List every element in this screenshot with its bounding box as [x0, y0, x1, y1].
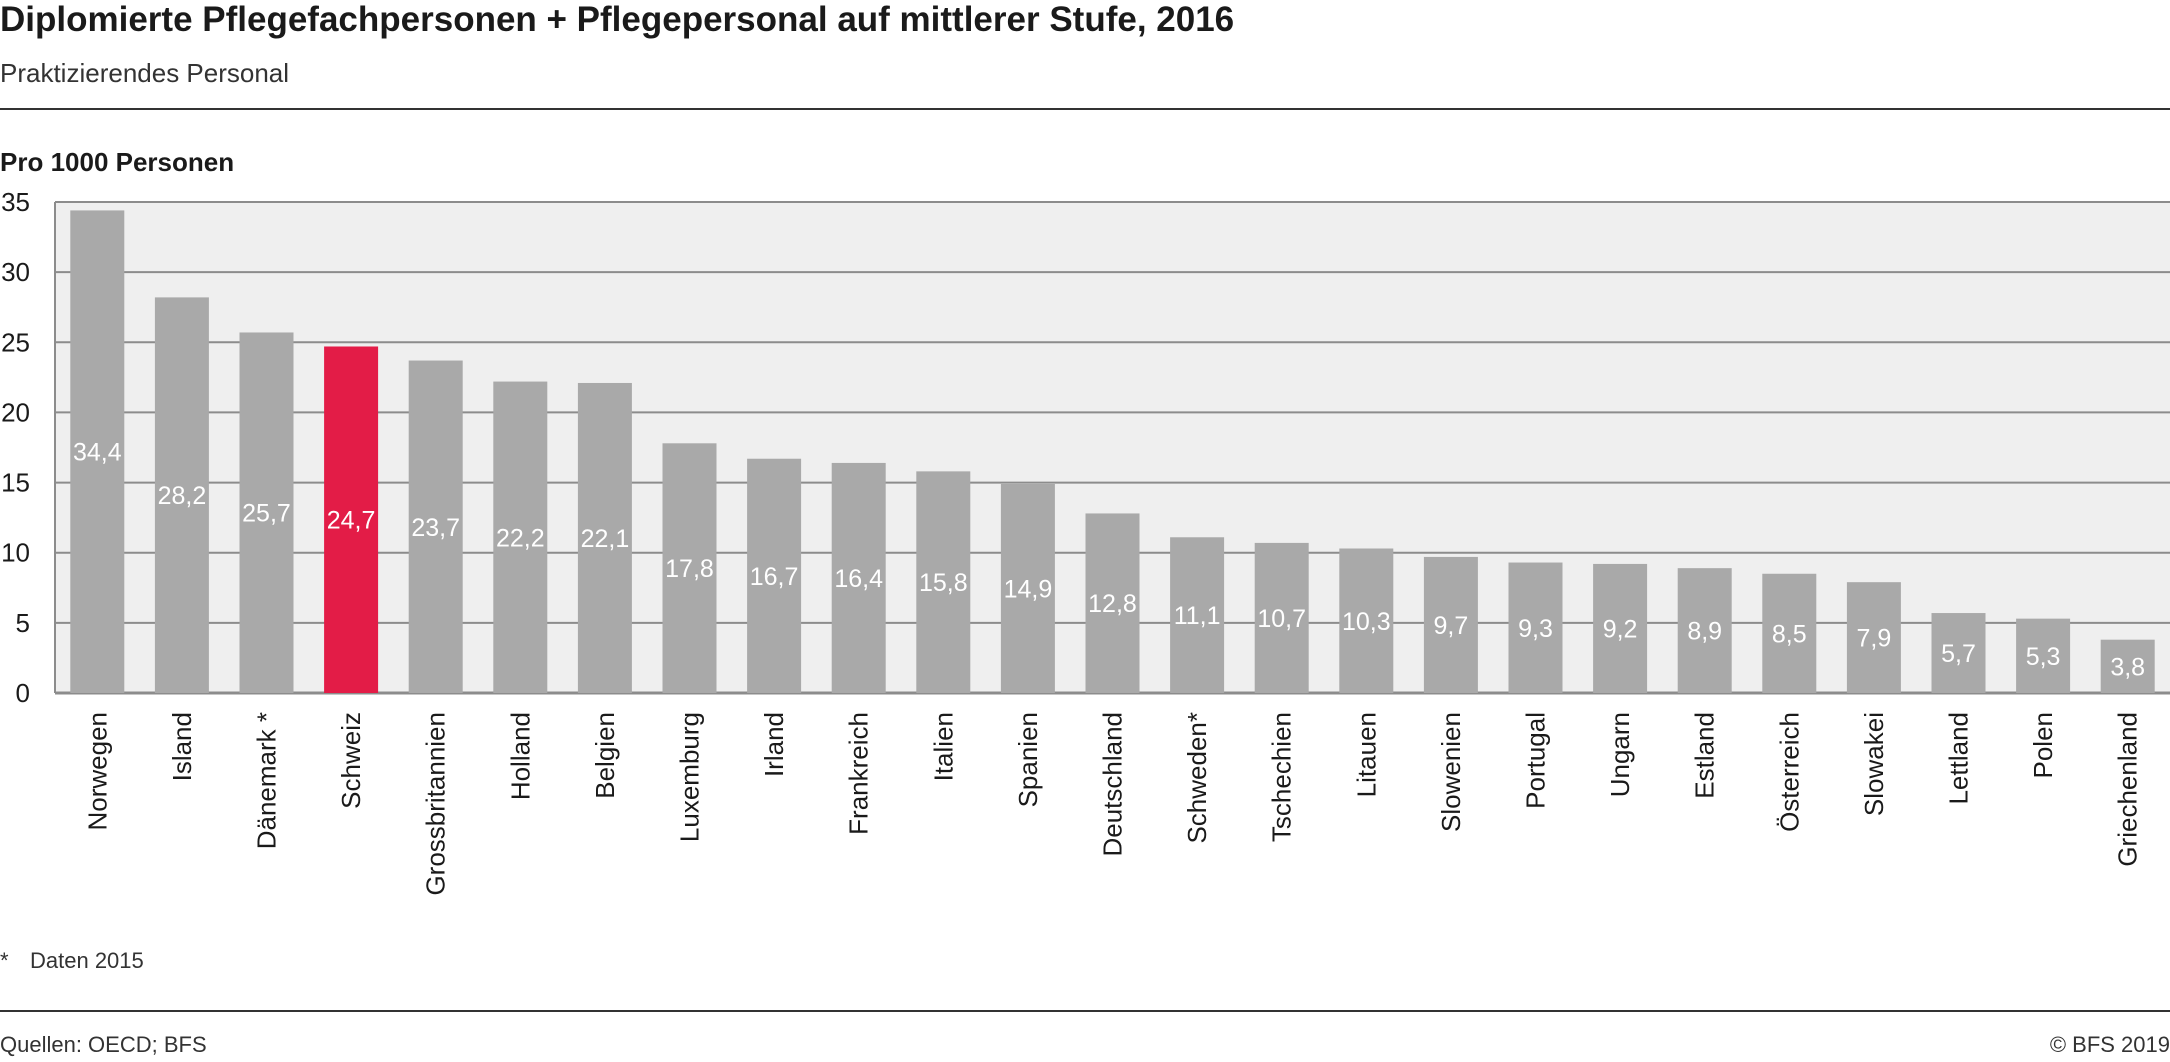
- category-label: Polen: [2028, 712, 2058, 779]
- bar-value-label: 10,7: [1257, 605, 1306, 633]
- bar-value-label: 23,7: [411, 514, 460, 542]
- bar-value-label: 5,3: [2026, 643, 2061, 671]
- top-divider: [0, 108, 2170, 110]
- bar-value-label: 16,7: [750, 563, 799, 591]
- category-label: Island: [167, 712, 197, 781]
- bar[interactable]: [408, 360, 463, 693]
- bar[interactable]: [1677, 568, 1732, 693]
- bar-value-label: 11,1: [1174, 602, 1221, 630]
- bar-value-label: 25,7: [242, 500, 291, 528]
- bar-value-label: 22,1: [581, 525, 630, 553]
- bottom-divider: [0, 1010, 2170, 1012]
- category-label: Holland: [505, 712, 535, 800]
- copyright-note: © BFS 2019: [2049, 1032, 2170, 1057]
- y-tick-label: 10: [1, 538, 30, 568]
- bar-value-label: 9,2: [1603, 615, 1638, 643]
- category-label: Slowenien: [1436, 712, 1466, 832]
- category-label: Tschechien: [1267, 712, 1297, 842]
- y-tick-label: 25: [1, 327, 30, 357]
- y-tick-label: 0: [16, 678, 30, 708]
- bar-value-label: 22,2: [496, 524, 545, 552]
- bar[interactable]: [2016, 618, 2071, 693]
- bar-value-label: 14,9: [1004, 575, 1053, 603]
- bar[interactable]: [1085, 513, 1140, 693]
- category-label: Schweiz: [336, 712, 366, 809]
- bar-value-label: 24,7: [327, 507, 376, 535]
- bar[interactable]: [747, 458, 802, 693]
- bar[interactable]: [493, 381, 548, 693]
- category-label: Luxemburg: [675, 712, 705, 842]
- bar[interactable]: [239, 332, 294, 693]
- category-label: Deutschland: [1098, 712, 1128, 857]
- y-tick-label: 30: [1, 257, 30, 287]
- bar-chart: 0 5 10 15 20 25 30 35 34,4 Norwegen 28,2 Island 25,7…: [1, 187, 2170, 896]
- source-note: Quellen: OECD; BFS: [0, 1032, 207, 1057]
- bar[interactable]: [154, 297, 209, 693]
- category-label: Belgien: [590, 712, 620, 799]
- bar-value-label: 8,5: [1772, 620, 1807, 648]
- category-label: Italien: [928, 712, 958, 781]
- category-label: Grossbritannien: [421, 712, 451, 896]
- footnote-text: Daten 2015: [30, 948, 144, 973]
- category-label: Portugal: [1521, 712, 1551, 809]
- bar[interactable]: [1593, 563, 1648, 693]
- category-label: Österreich: [1774, 712, 1804, 832]
- bar[interactable]: [70, 210, 125, 693]
- category-label: Lettland: [1944, 712, 1974, 805]
- footnote: * Daten 2015: [0, 948, 144, 974]
- bar[interactable]: [916, 471, 971, 693]
- bar[interactable]: [1846, 582, 1901, 693]
- bar-value-label: 10,3: [1342, 608, 1391, 636]
- bar[interactable]: [1423, 556, 1478, 693]
- bar[interactable]: [1254, 542, 1309, 693]
- category-label: Ungarn: [1605, 712, 1635, 797]
- bar[interactable]: [1000, 483, 1055, 693]
- category-label: Litauen: [1351, 712, 1381, 797]
- bar-value-label: 5,7: [1941, 640, 1976, 668]
- bar-value-label: 17,8: [665, 555, 714, 583]
- category-label: Irland: [759, 712, 789, 777]
- bar[interactable]: [2100, 639, 2155, 693]
- y-axis-label: Pro 1000 Personen: [0, 147, 235, 177]
- bar[interactable]: [662, 443, 717, 693]
- bar-value-label: 15,8: [919, 569, 968, 597]
- bar-value-label: 7,9: [1857, 625, 1892, 653]
- bar[interactable]: [577, 382, 632, 693]
- bar-value-label: 34,4: [73, 439, 122, 467]
- bar-value-label: 16,4: [834, 565, 883, 593]
- bar-value-label: 28,2: [158, 482, 207, 510]
- y-tick-label: 20: [1, 397, 30, 427]
- bar-value-label: 12,8: [1088, 590, 1137, 618]
- bar[interactable]: [324, 346, 379, 693]
- category-label: Frankreich: [844, 712, 874, 835]
- chart-subtitle: Praktizierendes Personal: [0, 58, 290, 88]
- chart-title: Diplomierte Pflegefachpersonen + Pflegep…: [0, 0, 1235, 39]
- bar[interactable]: [831, 462, 886, 693]
- bar[interactable]: [1339, 548, 1394, 693]
- category-label: Norwegen: [82, 712, 112, 831]
- bar[interactable]: [1762, 573, 1817, 693]
- bar-value-label: 9,3: [1518, 615, 1553, 643]
- bar[interactable]: [1931, 613, 1986, 693]
- footnote-marker: *: [0, 948, 9, 973]
- bar-value-label: 8,9: [1687, 618, 1722, 646]
- category-label: Dänemark *: [252, 712, 282, 849]
- y-tick-label: 5: [16, 608, 30, 638]
- bar-value-label: 3,8: [2110, 653, 2145, 681]
- category-label: Schweden*: [1182, 712, 1212, 844]
- bar-value-label: 9,7: [1434, 612, 1469, 640]
- y-tick-label: 15: [1, 468, 30, 498]
- category-label: Spanien: [1013, 712, 1043, 807]
- bar[interactable]: [1170, 537, 1225, 693]
- category-label: Griechenland: [2113, 712, 2143, 867]
- bar[interactable]: [1508, 562, 1563, 693]
- category-label: Estland: [1690, 712, 1720, 799]
- y-tick-label: 35: [1, 187, 30, 217]
- category-label: Slowakei: [1859, 712, 1889, 816]
